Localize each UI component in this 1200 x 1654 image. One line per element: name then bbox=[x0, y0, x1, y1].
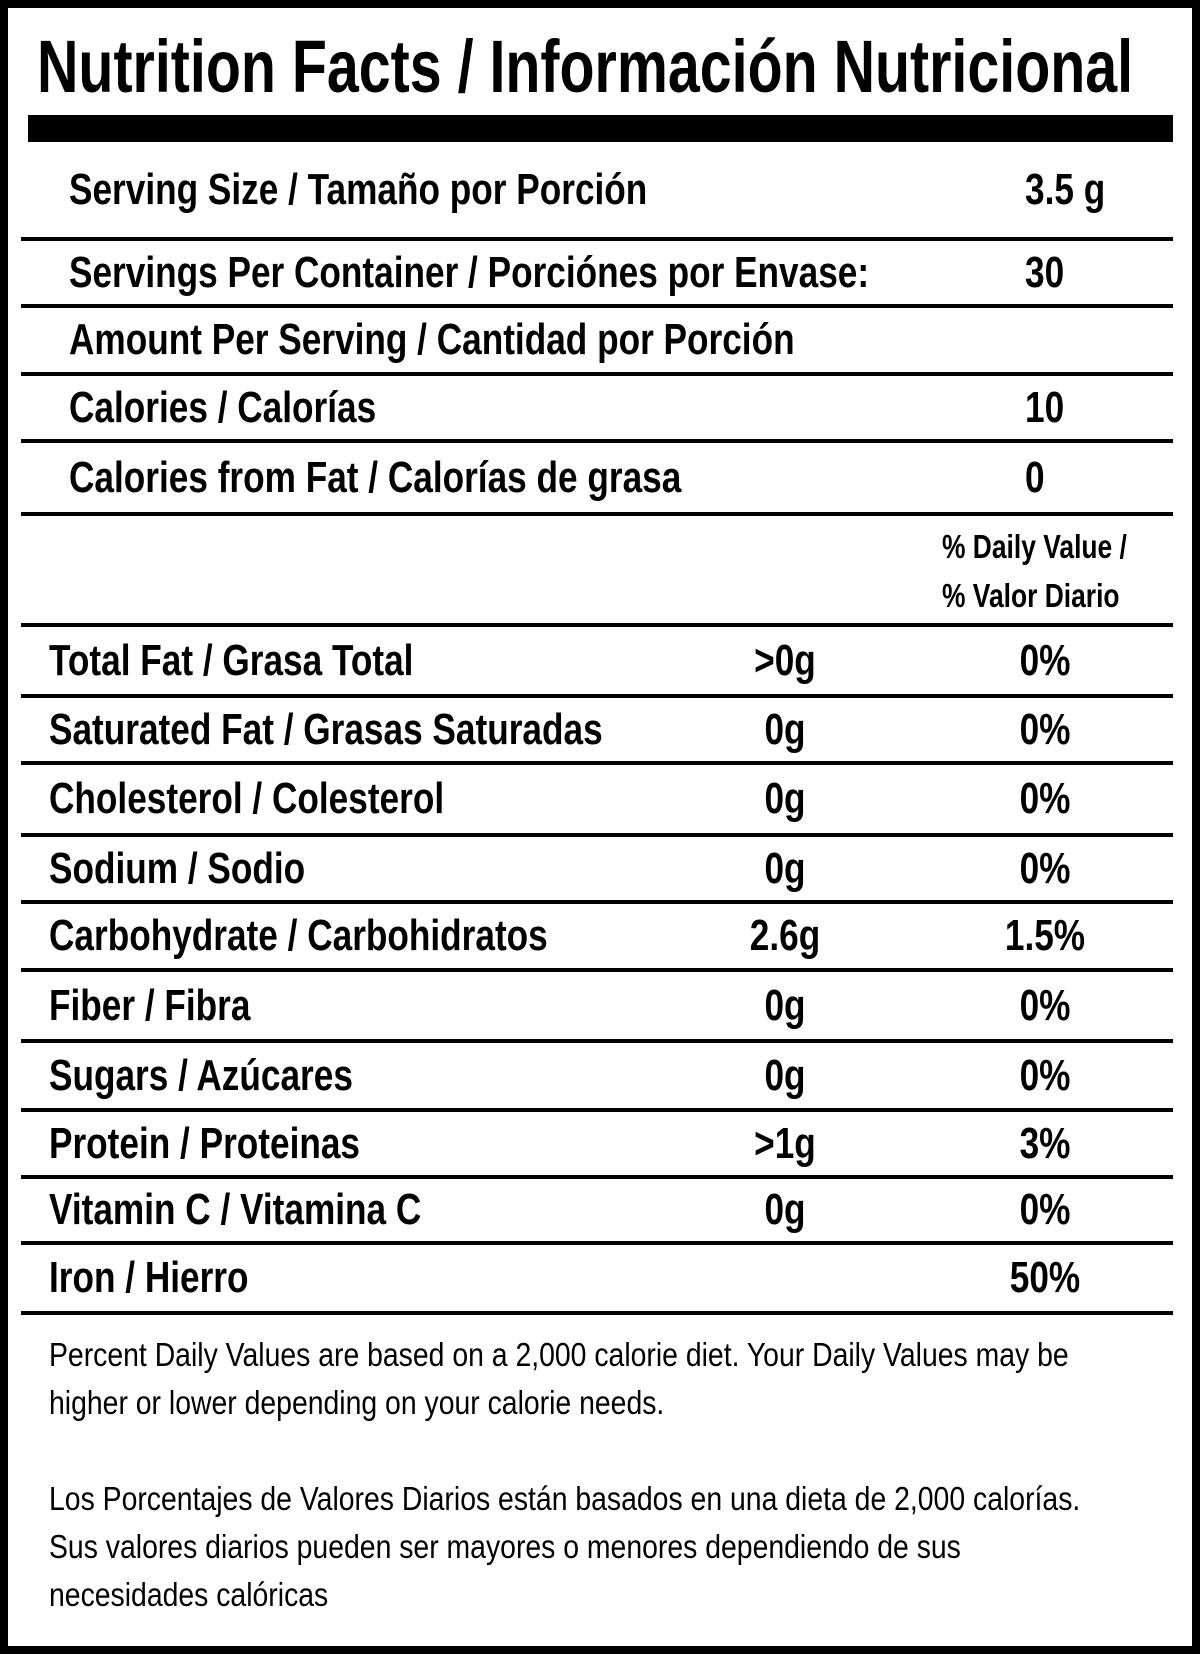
nutrient-name: Sodium / Sodio bbox=[49, 843, 306, 893]
nutrient-name: Protein / Proteinas bbox=[49, 1118, 361, 1168]
nutrient-name: Saturated Fat / Grasas Saturadas bbox=[49, 704, 603, 754]
header-row-value: 0 bbox=[1025, 452, 1045, 502]
divider-line bbox=[21, 1241, 1173, 1245]
nutrient-amount: 2.6g bbox=[749, 911, 821, 960]
footnote-spanish: Los Porcentajes de Valores Diarios están… bbox=[49, 1480, 1081, 1613]
header-row-value: 3.5 g bbox=[1025, 164, 1106, 214]
daily-value-header-en: % Daily Value / bbox=[942, 528, 1127, 565]
nutrient-name: Total Fat / Grasa Total bbox=[49, 635, 414, 685]
header-row-value: 10 bbox=[1025, 382, 1065, 432]
header-row-label: Calories from Fat / Calorías de grasa bbox=[69, 452, 682, 502]
nutrient-name: Iron / Hierro bbox=[49, 1253, 249, 1302]
nutrient-amount: 0g bbox=[764, 1050, 806, 1100]
nutrient-daily-value: 50% bbox=[1009, 1253, 1081, 1302]
nutrient-daily-value: 0% bbox=[1019, 704, 1071, 754]
nutrient-name: Cholesterol / Colesterol bbox=[49, 774, 445, 823]
divider-line bbox=[21, 694, 1173, 698]
divider-line bbox=[21, 1039, 1173, 1043]
divider-line bbox=[21, 833, 1173, 837]
nutrient-daily-value: 0% bbox=[1019, 980, 1071, 1030]
divider-line bbox=[21, 968, 1173, 972]
nutrient-daily-value: 0% bbox=[1019, 1050, 1071, 1100]
daily-value-header-es: % Valor Diario bbox=[942, 577, 1120, 614]
footnote-english: Percent Daily Values are based on a 2,00… bbox=[49, 1336, 1069, 1421]
nutrient-daily-value: 0% bbox=[1019, 635, 1071, 685]
divider-line bbox=[21, 304, 1173, 308]
divider-line bbox=[21, 1175, 1173, 1179]
nutrient-amount: 0g bbox=[764, 704, 806, 754]
nutrient-amount: >0g bbox=[754, 635, 816, 685]
nutrient-amount: 0g bbox=[764, 980, 806, 1030]
nutrient-daily-value: 0% bbox=[1019, 774, 1071, 823]
nutrient-amount: 0g bbox=[764, 843, 806, 893]
nutrient-amount: 0g bbox=[764, 774, 806, 823]
nutrient-daily-value: 0% bbox=[1019, 1185, 1071, 1234]
nutrient-name: Fiber / Fibra bbox=[49, 980, 251, 1030]
divider-line bbox=[21, 761, 1173, 765]
nutrient-amount: 0g bbox=[764, 1185, 806, 1234]
nutrient-name: Vitamin C / Vitamina C bbox=[49, 1185, 422, 1234]
divider-line bbox=[21, 372, 1173, 376]
nutrient-daily-value: 0% bbox=[1019, 843, 1071, 893]
label-title: Nutrition Facts / Información Nutriciona… bbox=[37, 25, 1134, 108]
header-row-label: Servings Per Container / Porciónes por E… bbox=[69, 247, 870, 297]
divider-line bbox=[21, 237, 1173, 241]
divider-line bbox=[21, 1311, 1173, 1315]
header-row-label: Calories / Calorías bbox=[69, 382, 377, 432]
nutrient-name: Sugars / Azúcares bbox=[49, 1050, 353, 1100]
nutrient-daily-value: 1.5% bbox=[1004, 911, 1086, 960]
header-row-label: Serving Size / Tamaño por Porción bbox=[69, 164, 648, 214]
thick-divider bbox=[28, 115, 1173, 142]
nutrient-name: Carbohydrate / Carbohidratos bbox=[49, 911, 548, 960]
header-row-value: 30 bbox=[1025, 247, 1065, 297]
divider-line bbox=[21, 623, 1173, 627]
divider-line bbox=[21, 439, 1173, 443]
nutrient-amount: >1g bbox=[754, 1118, 816, 1168]
nutrient-daily-value: 3% bbox=[1019, 1118, 1071, 1168]
header-row-label: Amount Per Serving / Cantidad por Porció… bbox=[69, 315, 795, 364]
divider-line bbox=[21, 900, 1173, 904]
divider-line bbox=[21, 512, 1173, 516]
divider-line bbox=[21, 1108, 1173, 1112]
